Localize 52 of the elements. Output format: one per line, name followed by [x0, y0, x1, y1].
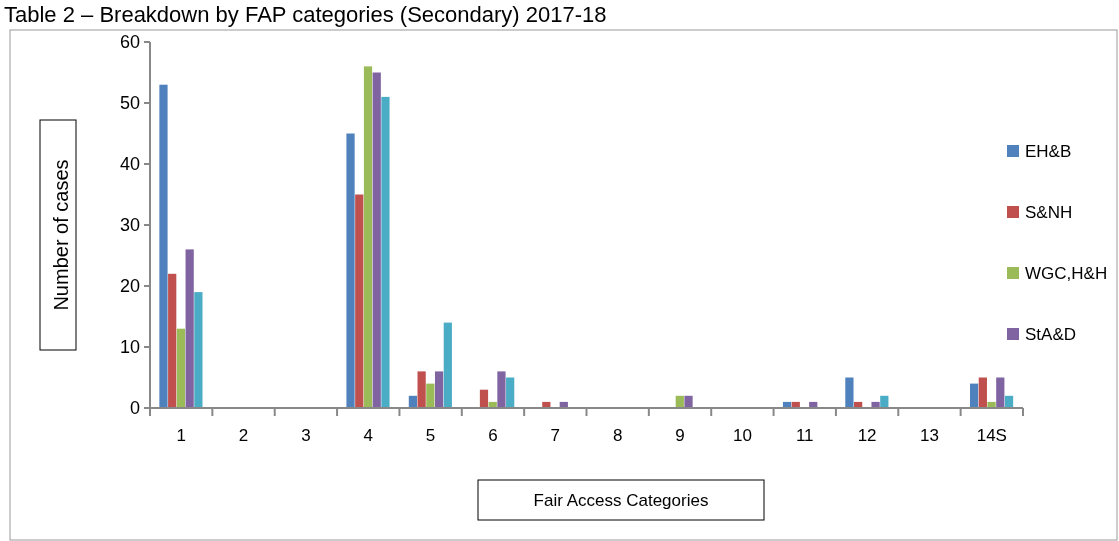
- bar: [426, 383, 435, 408]
- bar: [871, 401, 880, 408]
- legend-label: S&NH: [1025, 202, 1073, 222]
- x-tick-label: 6: [488, 426, 498, 445]
- bar: [159, 84, 168, 408]
- y-tick-label: 30: [119, 215, 140, 236]
- bar: [185, 249, 194, 408]
- legend-label: WGC,H&H: [1025, 263, 1108, 283]
- x-tick-label: 3: [301, 426, 311, 445]
- y-tick-label: 50: [119, 93, 140, 114]
- legend-label: StA&D: [1025, 324, 1077, 344]
- x-tick-label: 13: [920, 426, 939, 445]
- x-tick-label: 7: [550, 426, 561, 445]
- bar: [194, 292, 203, 408]
- bar: [346, 133, 355, 408]
- bar: [168, 273, 177, 408]
- y-tick-label: 10: [119, 337, 140, 358]
- x-tick-label: 1: [176, 426, 186, 445]
- x-tick-label: 8: [612, 426, 623, 445]
- bar: [434, 371, 444, 408]
- x-tick-label: 14S: [976, 426, 1007, 445]
- y-tick-label: 40: [119, 154, 140, 175]
- bar: [987, 401, 996, 408]
- bar: [497, 371, 506, 408]
- bar: [978, 377, 987, 408]
- bar: [506, 377, 515, 408]
- bar: [443, 322, 452, 408]
- x-tick-label: 12: [857, 426, 877, 445]
- legend-label: EH&B: [1025, 141, 1072, 161]
- bar: [381, 96, 390, 408]
- x-tick-label: 4: [363, 426, 373, 445]
- x-tick-label: 5: [425, 426, 436, 445]
- chart-title: Table 2 – Breakdown by FAP categories (Secondary) 2017-18: [4, 2, 607, 27]
- bar: [996, 377, 1005, 408]
- bar: [684, 395, 693, 408]
- bar: [479, 389, 489, 408]
- y-axis-title: Number of cases: [50, 159, 72, 311]
- y-tick-label: 0: [129, 398, 140, 419]
- bar: [417, 371, 426, 408]
- x-tick-label: 2: [238, 426, 249, 445]
- y-tick-label: 60: [119, 32, 140, 53]
- y-tick-label: 20: [119, 276, 140, 297]
- bar: [372, 72, 381, 408]
- bar: [970, 383, 979, 408]
- x-tick-label: 10: [732, 426, 752, 445]
- bar: [355, 194, 364, 408]
- x-tick-label: 11: [795, 426, 814, 445]
- x-axis-title: Fair Access Categories: [533, 491, 709, 510]
- bar: [845, 377, 854, 408]
- bar: [176, 328, 186, 408]
- bar: [363, 66, 373, 408]
- x-tick-label: 9: [675, 426, 685, 445]
